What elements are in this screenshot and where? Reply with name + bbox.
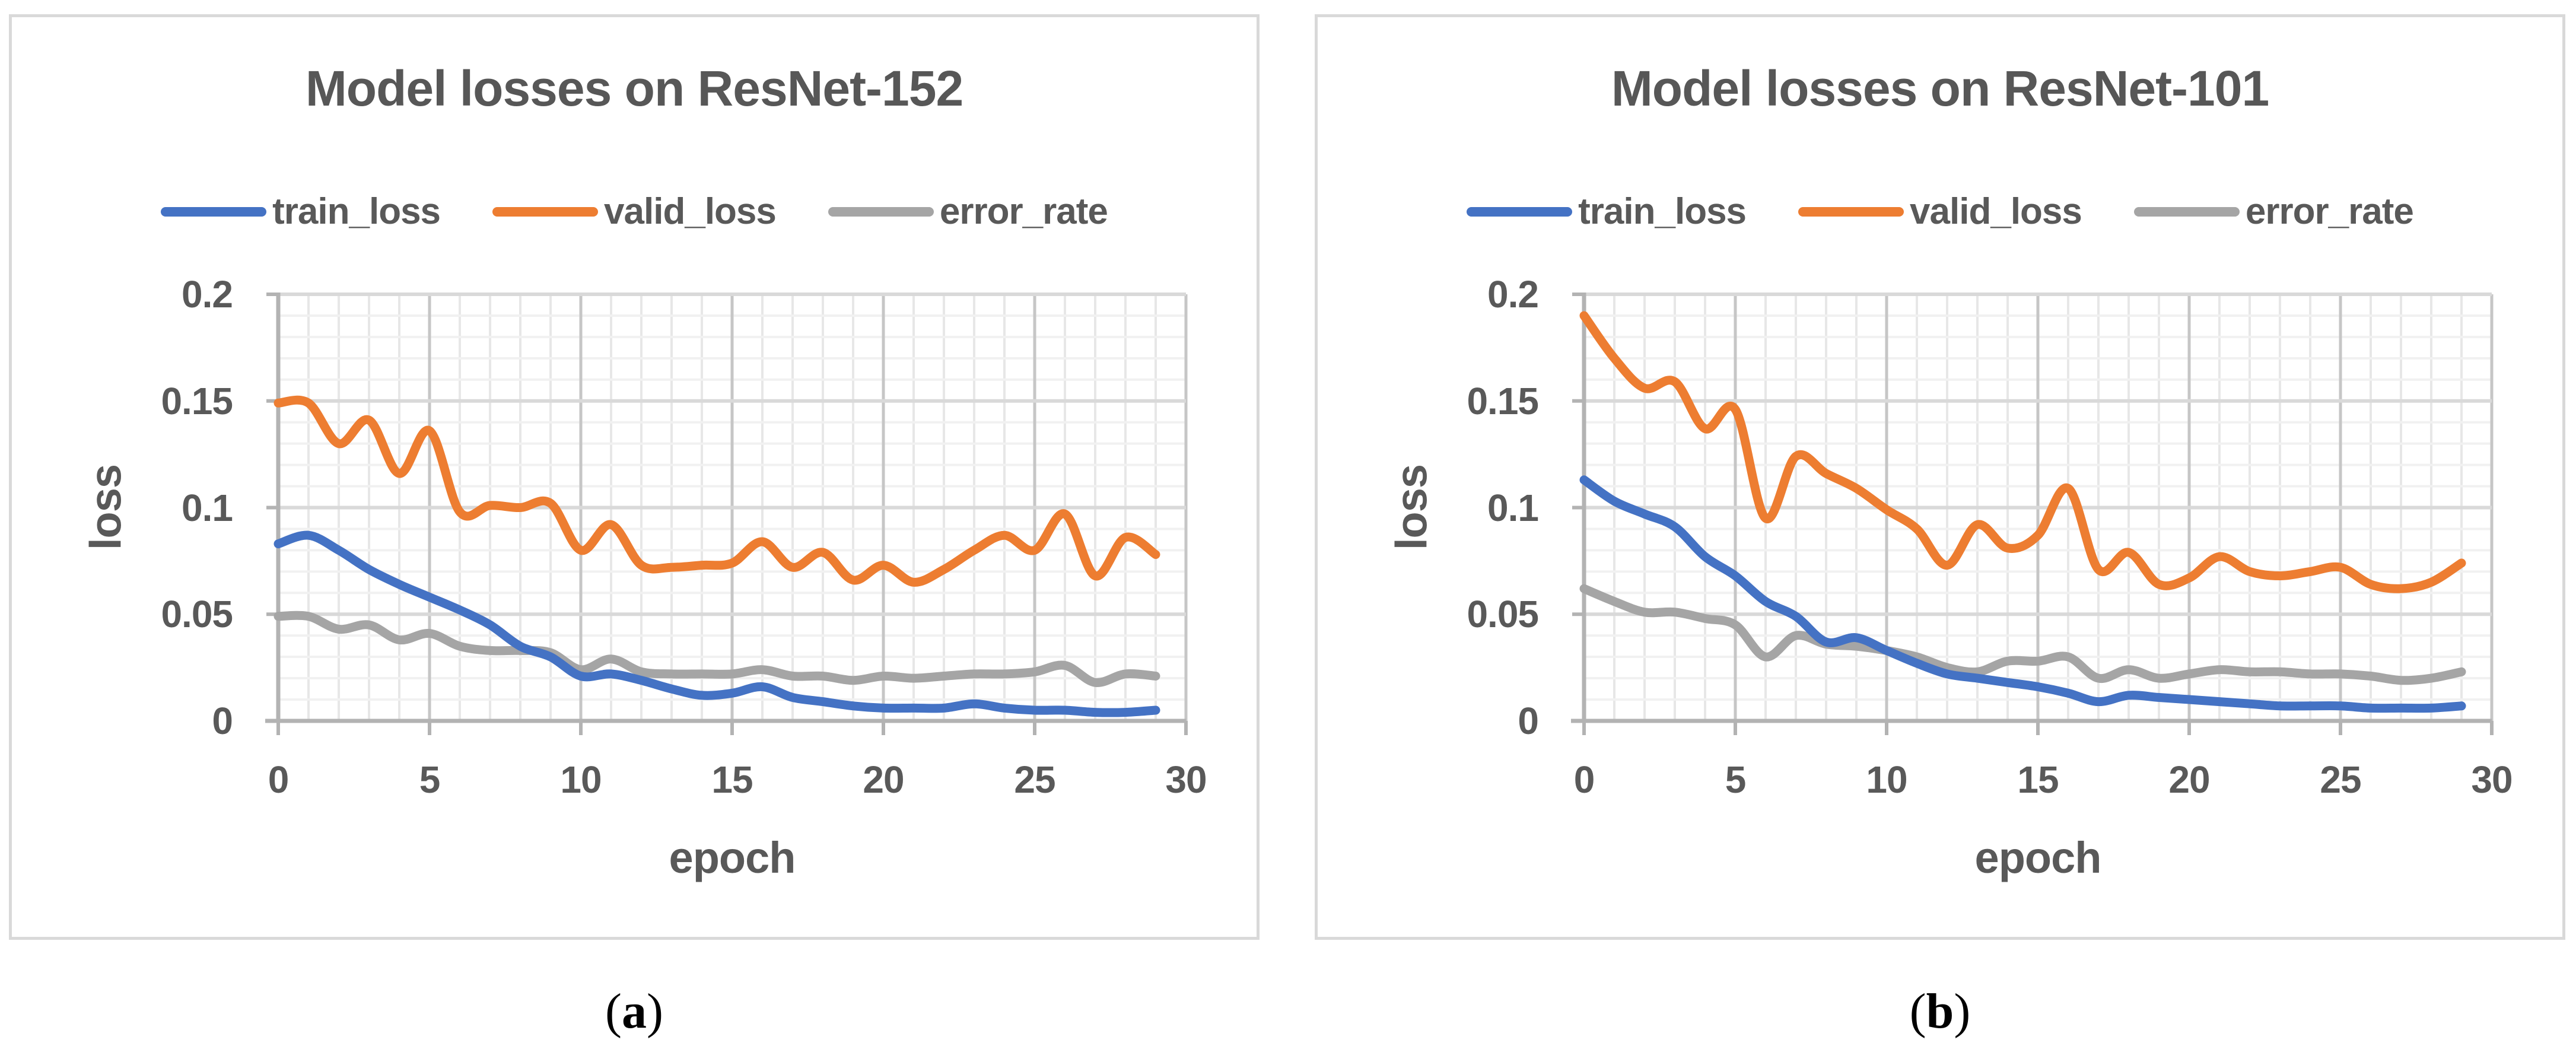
y-tick-label: 0.1 bbox=[182, 487, 233, 529]
subfigure-caption-b: (b) bbox=[1909, 984, 1971, 1039]
legend-item-train-loss: train_loss bbox=[161, 190, 441, 233]
y-tick-label: 0.2 bbox=[182, 273, 233, 316]
x-tick-label: 25 bbox=[1014, 758, 1055, 801]
series-line-error_rate bbox=[273, 611, 1160, 687]
x-axis-title: epoch bbox=[1974, 833, 2102, 882]
subfigure-caption-a: (a) bbox=[605, 984, 663, 1039]
x-tick-label: 20 bbox=[2168, 758, 2210, 801]
series-line-error_rate bbox=[1579, 584, 2466, 685]
x-tick-label: 25 bbox=[2320, 758, 2361, 801]
x-tick-label: 30 bbox=[1165, 758, 1207, 801]
legend-label: train_loss bbox=[1578, 191, 1747, 232]
legend-label: valid_loss bbox=[604, 191, 777, 232]
y-tick-label: 0.15 bbox=[1467, 380, 1539, 422]
series-line-train_loss bbox=[273, 530, 1160, 717]
x-tick-label: 15 bbox=[2017, 758, 2059, 801]
x-tick-label: 20 bbox=[863, 758, 904, 801]
chart-title: Model losses on ResNet-152 bbox=[305, 61, 963, 116]
y-axis-title: loss bbox=[1386, 464, 1436, 551]
y-tick-label: 0.05 bbox=[1467, 593, 1539, 635]
y-tick-label: 0.05 bbox=[161, 593, 233, 635]
legend-swatch-train-loss bbox=[1467, 206, 1573, 217]
legend-label: train_loss bbox=[272, 191, 441, 232]
x-tick-label: 15 bbox=[711, 758, 753, 801]
series-line-train_loss bbox=[1579, 475, 2466, 713]
series-line-valid_loss bbox=[273, 395, 1160, 587]
legend-label: error_rate bbox=[939, 191, 1108, 232]
legend-item-error-rate: error_rate bbox=[2133, 190, 2414, 233]
series-line-valid_loss bbox=[1579, 311, 2466, 593]
legend-swatch-train-loss bbox=[161, 206, 267, 217]
chart-title: Model losses on ResNet-101 bbox=[1611, 61, 2269, 116]
plot-area bbox=[1571, 293, 2494, 735]
legend: train_loss valid_loss error_rate bbox=[1318, 190, 2562, 233]
x-tick-label: 5 bbox=[419, 758, 441, 801]
chart-panel-resnet152: Model losses on ResNet-152 train_loss va… bbox=[9, 14, 1260, 940]
legend-swatch-error-rate bbox=[2133, 206, 2240, 217]
y-tick-label: 0.2 bbox=[1487, 273, 1539, 316]
x-tick-label: 0 bbox=[1573, 758, 1595, 801]
legend-swatch-valid-loss bbox=[1798, 206, 1904, 217]
legend-swatch-valid-loss bbox=[492, 206, 599, 217]
y-tick-label: 0 bbox=[212, 700, 233, 742]
legend-item-train-loss: train_loss bbox=[1467, 190, 1747, 233]
plot-area bbox=[265, 293, 1188, 735]
legend-item-valid-loss: valid_loss bbox=[1798, 190, 2082, 233]
x-tick-label: 5 bbox=[1725, 758, 1747, 801]
x-tick-label: 0 bbox=[268, 758, 290, 801]
legend-item-error-rate: error_rate bbox=[828, 190, 1108, 233]
x-tick-label: 10 bbox=[1866, 758, 1907, 801]
y-tick-label: 0 bbox=[1518, 700, 1539, 742]
y-axis-title: loss bbox=[81, 464, 131, 551]
y-tick-label: 0.1 bbox=[1487, 487, 1539, 529]
legend-swatch-error-rate bbox=[828, 206, 934, 217]
legend-label: error_rate bbox=[2245, 191, 2414, 232]
x-tick-label: 30 bbox=[2471, 758, 2513, 801]
legend-item-valid-loss: valid_loss bbox=[492, 190, 777, 233]
x-tick-label: 10 bbox=[560, 758, 602, 801]
legend: train_loss valid_loss error_rate bbox=[12, 190, 1257, 233]
x-axis-title: epoch bbox=[669, 833, 796, 882]
legend-label: valid_loss bbox=[1910, 191, 2082, 232]
y-tick-label: 0.15 bbox=[161, 380, 233, 422]
chart-panel-resnet101: Model losses on ResNet-101 train_loss va… bbox=[1315, 14, 2565, 940]
